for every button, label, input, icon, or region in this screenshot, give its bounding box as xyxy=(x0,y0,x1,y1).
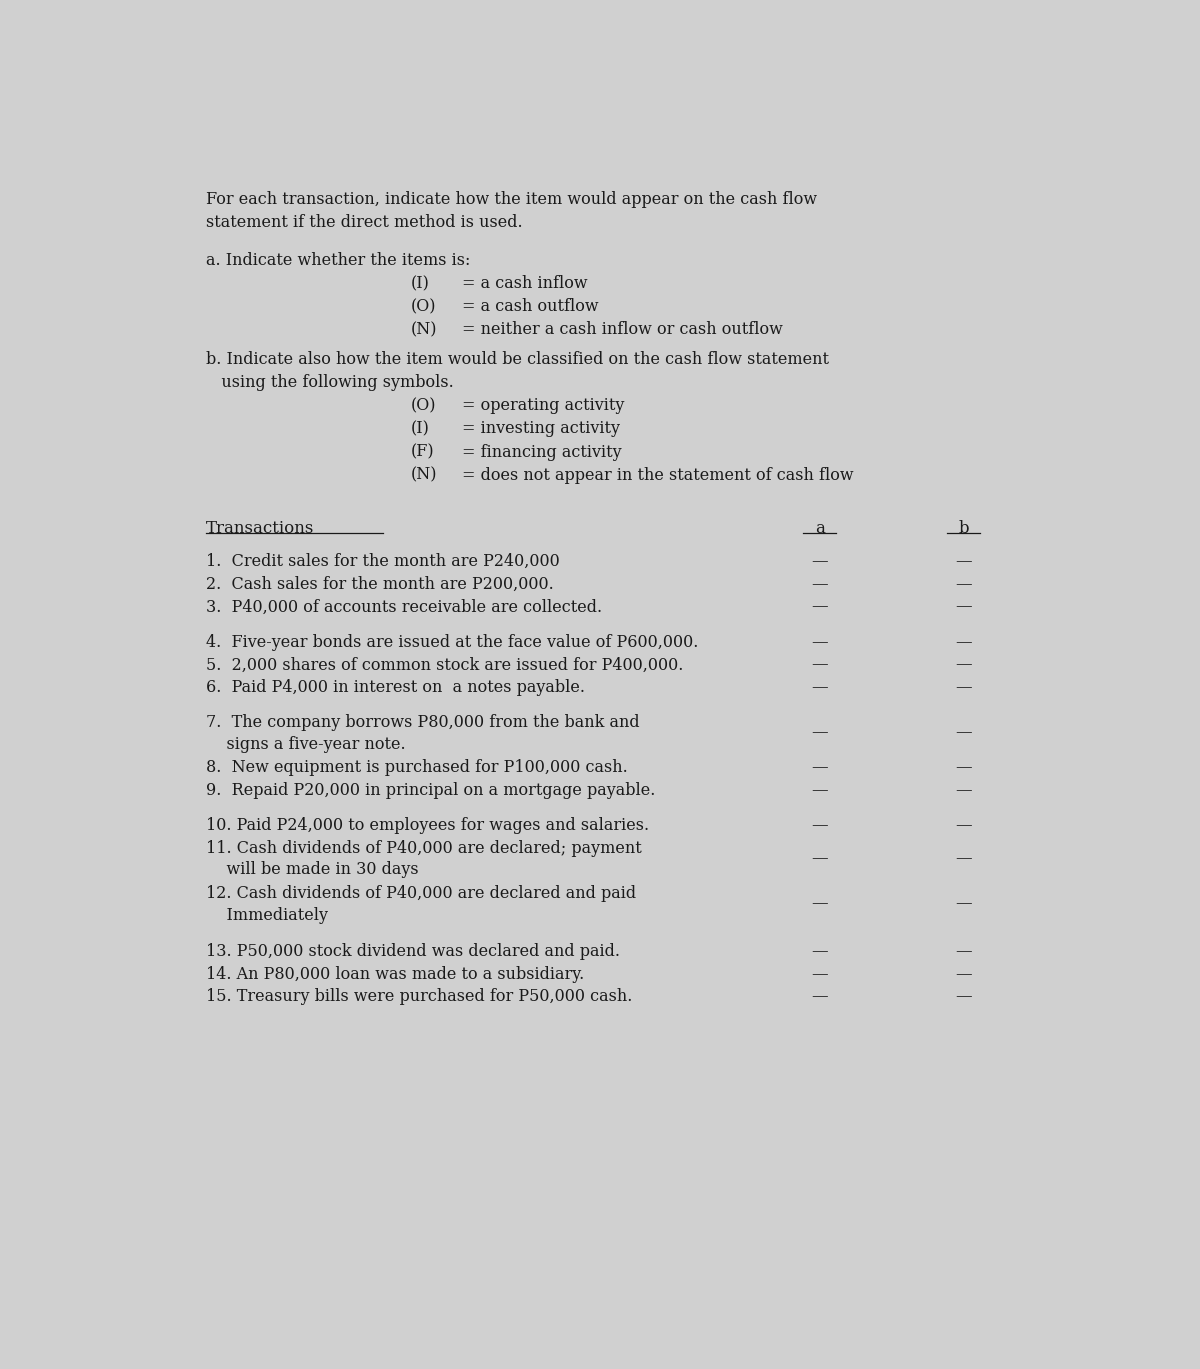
Text: —: — xyxy=(811,850,828,867)
Text: = neither a cash inflow or cash outflow: = neither a cash inflow or cash outflow xyxy=(462,322,782,338)
Text: (N): (N) xyxy=(410,322,437,338)
Text: —: — xyxy=(955,850,972,867)
Text: = does not appear in the statement of cash flow: = does not appear in the statement of ca… xyxy=(462,467,853,483)
Text: 1.  Credit sales for the month are P240,000: 1. Credit sales for the month are P240,0… xyxy=(206,553,559,571)
Text: 11. Cash dividends of P40,000 are declared; payment: 11. Cash dividends of P40,000 are declar… xyxy=(206,841,642,857)
Text: —: — xyxy=(955,760,972,776)
Text: statement if the direct method is used.: statement if the direct method is used. xyxy=(206,214,522,231)
Text: 13. P50,000 stock dividend was declared and paid.: 13. P50,000 stock dividend was declared … xyxy=(206,943,619,960)
Text: —: — xyxy=(955,782,972,799)
Text: —: — xyxy=(955,598,972,616)
Text: signs a five-year note.: signs a five-year note. xyxy=(206,735,406,753)
Text: (I): (I) xyxy=(410,275,430,292)
Text: —: — xyxy=(955,553,972,571)
Text: 7.  The company borrows P80,000 from the bank and: 7. The company borrows P80,000 from the … xyxy=(206,715,640,731)
Text: (O): (O) xyxy=(410,298,436,315)
Text: —: — xyxy=(811,760,828,776)
Text: a. Indicate whether the items is:: a. Indicate whether the items is: xyxy=(206,252,470,268)
Text: —: — xyxy=(955,895,972,913)
Text: = investing activity: = investing activity xyxy=(462,420,619,438)
Text: —: — xyxy=(811,598,828,616)
Text: —: — xyxy=(811,988,828,1005)
Text: —: — xyxy=(811,782,828,799)
Text: 4.  Five-year bonds are issued at the face value of P600,000.: 4. Five-year bonds are issued at the fac… xyxy=(206,634,698,650)
Text: —: — xyxy=(811,553,828,571)
Text: —: — xyxy=(955,679,972,695)
Text: —: — xyxy=(811,656,828,674)
Text: —: — xyxy=(811,817,828,834)
Text: will be made in 30 days: will be made in 30 days xyxy=(206,861,419,879)
Text: 2.  Cash sales for the month are P200,000.: 2. Cash sales for the month are P200,000… xyxy=(206,576,553,593)
Text: b. Indicate also how the item would be classified on the cash flow statement: b. Indicate also how the item would be c… xyxy=(206,350,829,368)
Text: (F): (F) xyxy=(410,444,434,460)
Text: 15. Treasury bills were purchased for P50,000 cash.: 15. Treasury bills were purchased for P5… xyxy=(206,988,632,1005)
Text: —: — xyxy=(955,576,972,593)
Text: 14. An P80,000 loan was made to a subsidiary.: 14. An P80,000 loan was made to a subsid… xyxy=(206,965,584,983)
Text: —: — xyxy=(811,943,828,960)
Text: Transactions: Transactions xyxy=(206,519,314,537)
Text: (N): (N) xyxy=(410,467,437,483)
Text: For each transaction, indicate how the item would appear on the cash flow: For each transaction, indicate how the i… xyxy=(206,190,817,208)
Text: —: — xyxy=(955,817,972,834)
Text: using the following symbols.: using the following symbols. xyxy=(206,374,454,392)
Text: 12. Cash dividends of P40,000 are declared and paid: 12. Cash dividends of P40,000 are declar… xyxy=(206,886,636,902)
Text: b: b xyxy=(959,519,970,537)
Text: —: — xyxy=(811,679,828,695)
Text: = a cash outflow: = a cash outflow xyxy=(462,298,598,315)
Text: —: — xyxy=(811,724,828,742)
Text: —: — xyxy=(811,965,828,983)
Text: —: — xyxy=(955,965,972,983)
Text: —: — xyxy=(811,634,828,650)
Text: 3.  P40,000 of accounts receivable are collected.: 3. P40,000 of accounts receivable are co… xyxy=(206,598,602,616)
Text: (O): (O) xyxy=(410,397,436,415)
Text: 9.  Repaid P20,000 in principal on a mortgage payable.: 9. Repaid P20,000 in principal on a mort… xyxy=(206,782,655,799)
Text: = operating activity: = operating activity xyxy=(462,397,624,415)
Text: —: — xyxy=(955,634,972,650)
Text: 10. Paid P24,000 to employees for wages and salaries.: 10. Paid P24,000 to employees for wages … xyxy=(206,817,649,834)
Text: 6.  Paid P4,000 in interest on  a notes payable.: 6. Paid P4,000 in interest on a notes pa… xyxy=(206,679,584,695)
Text: —: — xyxy=(811,895,828,913)
Text: 8.  New equipment is purchased for P100,000 cash.: 8. New equipment is purchased for P100,0… xyxy=(206,760,628,776)
Text: 5.  2,000 shares of common stock are issued for P400,000.: 5. 2,000 shares of common stock are issu… xyxy=(206,656,683,674)
Text: —: — xyxy=(955,724,972,742)
Text: Immediately: Immediately xyxy=(206,906,328,924)
Text: (I): (I) xyxy=(410,420,430,438)
Text: —: — xyxy=(955,988,972,1005)
Text: —: — xyxy=(811,576,828,593)
Text: —: — xyxy=(955,656,972,674)
Text: a: a xyxy=(815,519,824,537)
Text: —: — xyxy=(955,943,972,960)
Text: = financing activity: = financing activity xyxy=(462,444,622,460)
Text: = a cash inflow: = a cash inflow xyxy=(462,275,587,292)
